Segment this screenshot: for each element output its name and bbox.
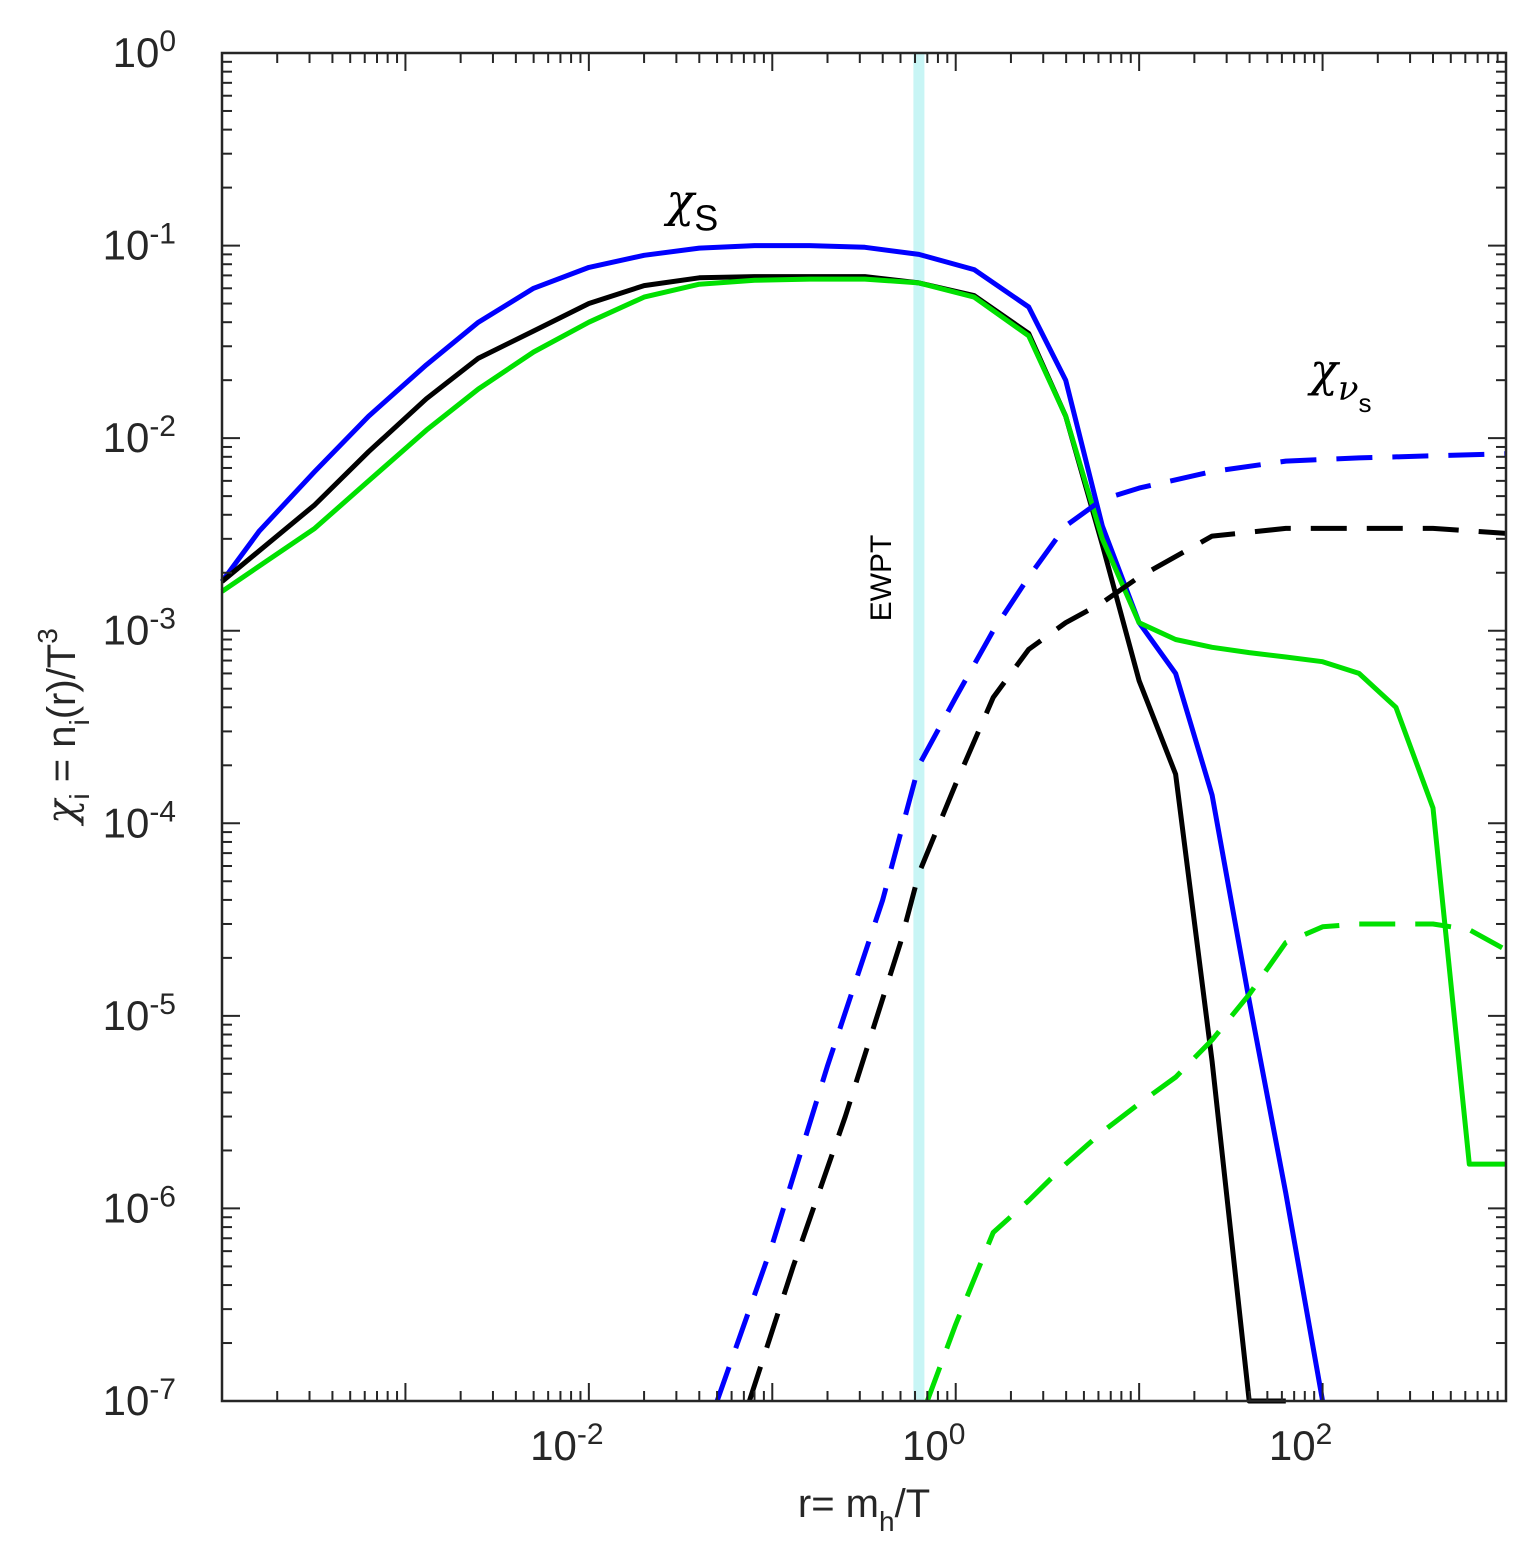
chi-nu-s-annotation: χνs — [1307, 343, 1372, 418]
ewpt-label: EWPT — [865, 535, 898, 622]
series-layer — [219, 243, 1508, 1404]
y-axis-label: χi = ni(r)/T3 — [32, 628, 95, 827]
y-tick-label: 10-7 — [103, 1373, 176, 1424]
y-tick-label: 10-5 — [103, 988, 176, 1039]
x-tick-label: 100 — [902, 1418, 965, 1469]
y-tick-label: 100 — [113, 25, 176, 76]
y-tick-label: 10-4 — [103, 795, 176, 846]
plot-background — [222, 53, 1506, 1401]
x-tick-label: 102 — [1269, 1418, 1332, 1469]
tick-layer — [221, 53, 1506, 1402]
series-5-dashed-line — [924, 921, 1508, 1402]
y-tick-label: 10-3 — [103, 603, 176, 654]
series-1-solid-line — [220, 274, 1286, 1404]
series-2-solid-line — [220, 276, 1506, 1167]
x-axis-label: r= mh/T — [798, 1482, 930, 1537]
plot-frame — [220, 51, 1508, 1403]
series-4-dashed-line — [747, 525, 1507, 1402]
chi-s-annotation: χS — [663, 173, 718, 238]
ewpt-band: EWPT — [865, 53, 925, 1401]
y-tick-label: 10-2 — [103, 410, 176, 461]
series-0-solid-line — [219, 243, 1326, 1402]
label-layer: 100 10-1 10-2 10-3 10-4 10-5 10-6 10-7 10-2 100 10… — [32, 25, 1372, 1537]
y-tick-label: 10-1 — [103, 218, 176, 269]
x-tick-label: 10-2 — [530, 1418, 603, 1469]
series-3-dashed-line — [714, 451, 1507, 1402]
y-tick-label: 10-6 — [103, 1180, 176, 1231]
